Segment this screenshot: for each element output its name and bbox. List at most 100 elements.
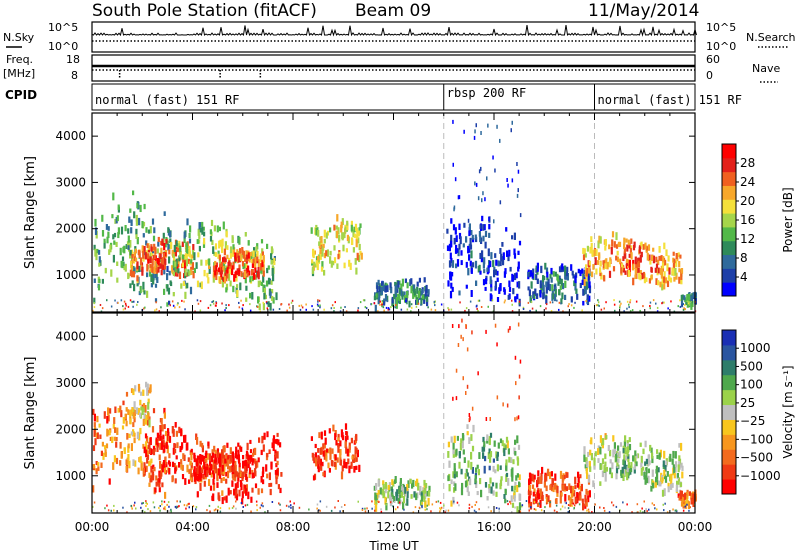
echo-cell	[628, 264, 631, 272]
echo-cell	[453, 468, 456, 475]
echo-cell	[615, 255, 618, 261]
echo-cell	[342, 244, 345, 252]
echo-cell	[394, 288, 397, 295]
echo-cell	[458, 324, 460, 329]
echo-cell	[404, 295, 407, 300]
echo-cell	[145, 441, 148, 450]
echo-cell	[648, 254, 651, 262]
echo-cell	[504, 268, 507, 275]
echo-cell	[563, 483, 567, 490]
echo-cell	[254, 470, 257, 476]
echo-cell	[254, 483, 258, 489]
echo-cell	[517, 266, 520, 272]
echo-cell	[201, 226, 204, 235]
echo-cell	[264, 511, 266, 514]
nave-tick-top: 60	[706, 53, 720, 66]
echo-cell	[161, 257, 165, 265]
echo-cell	[270, 461, 273, 470]
echo-cell	[439, 510, 441, 513]
echo-cell	[262, 264, 265, 272]
echo-cell	[119, 460, 122, 466]
echo-cell	[462, 449, 465, 455]
echo-cell	[597, 458, 600, 463]
echo-cell	[597, 301, 600, 304]
echo-cell	[594, 503, 596, 506]
echo-cell	[386, 285, 389, 293]
echo-cell	[380, 510, 383, 513]
echo-cell	[577, 492, 580, 501]
echo-cell	[396, 489, 399, 496]
echo-cell	[126, 457, 129, 465]
echo-cell	[317, 256, 320, 261]
echo-cell	[555, 504, 558, 507]
echo-cell	[529, 501, 533, 510]
echo-cell	[186, 218, 189, 226]
echo-cell	[97, 462, 100, 467]
echo-cell	[383, 298, 386, 303]
echo-cell	[145, 240, 148, 246]
echo-cell	[319, 254, 322, 260]
echo-cell	[604, 461, 607, 467]
echo-cell	[571, 498, 574, 505]
echo-cell	[316, 503, 319, 506]
echo-cell	[603, 275, 606, 282]
echo-cell	[152, 272, 155, 281]
echo-cell	[239, 471, 242, 478]
echo-cell	[517, 169, 520, 174]
echo-cell	[588, 295, 591, 302]
echo-cell	[639, 274, 642, 281]
echo-cell	[272, 297, 275, 304]
echo-cell	[483, 269, 486, 274]
echo-cell	[214, 260, 217, 266]
echo-cell	[174, 467, 177, 474]
echo-cell	[201, 454, 204, 462]
echo-cell	[115, 437, 118, 442]
echo-cell	[488, 223, 491, 230]
echo-cell	[482, 436, 485, 443]
echo-cell	[618, 300, 621, 303]
echo-cell	[379, 487, 382, 495]
echo-cell	[251, 459, 254, 466]
echo-cell	[151, 426, 155, 433]
echo-cell	[533, 474, 536, 480]
echo-cell	[401, 278, 404, 287]
echo-cell	[157, 241, 160, 247]
echo-cell	[213, 445, 216, 452]
echo-cell	[459, 442, 462, 451]
echo-cell	[337, 443, 340, 448]
echo-cell	[163, 253, 166, 258]
echo-cell	[242, 304, 244, 307]
echo-cell	[268, 449, 271, 454]
echo-cell	[325, 232, 328, 239]
echo-cell	[270, 280, 273, 285]
echo-cell	[140, 462, 143, 471]
xaxis-label: Time UT	[368, 539, 419, 553]
echo-cell	[479, 478, 482, 485]
echo-cell	[104, 445, 107, 450]
echo-cell	[649, 260, 652, 265]
echo-cell	[389, 501, 392, 504]
echo-cell	[481, 446, 484, 452]
echo-cell	[613, 303, 616, 306]
echo-cell	[165, 462, 168, 468]
echo-cell	[190, 254, 193, 262]
echo-cell	[185, 242, 188, 248]
echo-cell	[247, 252, 250, 259]
echo-cell	[151, 258, 154, 266]
echo-cell	[684, 308, 686, 311]
echo-cell	[570, 485, 573, 494]
echo-cell	[208, 479, 211, 487]
echo-cell	[335, 440, 338, 446]
echo-cell	[245, 459, 248, 468]
echo-cell	[482, 279, 486, 286]
echo-cell	[638, 246, 641, 254]
echo-cell	[394, 306, 396, 309]
echo-cell	[152, 449, 156, 456]
echo-cell	[468, 230, 471, 237]
echo-cell	[685, 500, 688, 506]
echo-cell	[275, 477, 278, 485]
echo-cell	[558, 275, 561, 280]
echo-cell	[128, 460, 131, 469]
echo-cell	[221, 465, 224, 472]
echo-cell	[207, 465, 210, 474]
